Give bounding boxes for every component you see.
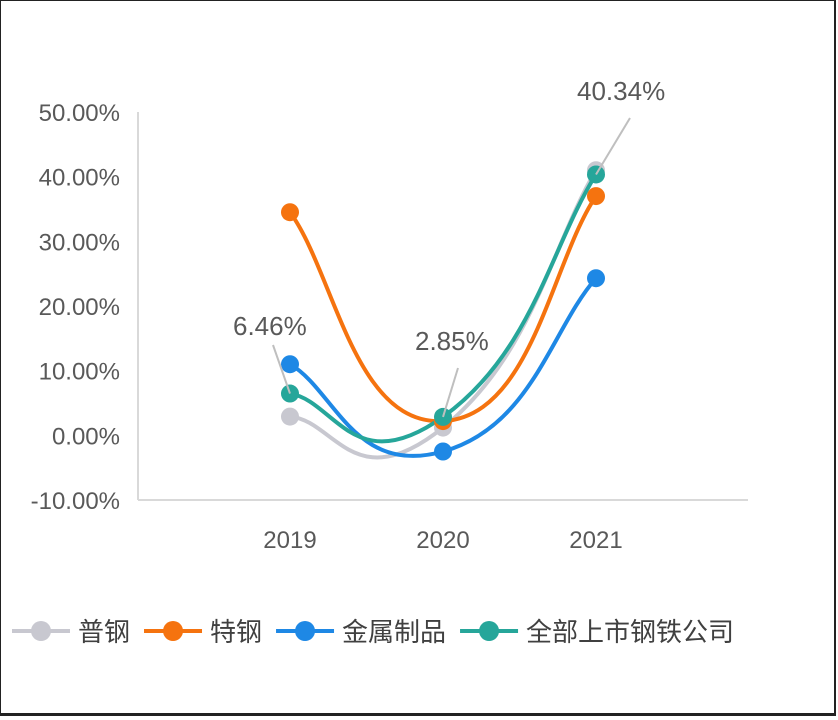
legend-label: 全部上市钢铁公司 (526, 618, 734, 648)
legend-marker-dot (479, 621, 500, 641)
x-tick-label: 2020 (416, 527, 469, 554)
series-2-point (281, 355, 299, 374)
series-1-line (288, 194, 598, 424)
data-label-leader (595, 117, 631, 175)
x-tick-label: 2019 (263, 527, 316, 554)
y-tick-label: 20.00% (39, 294, 120, 321)
legend-label: 普钢 (78, 618, 130, 648)
y-tick-label: 40.00% (39, 165, 120, 192)
data-label: 6.46% (233, 311, 307, 341)
series-2-point (587, 269, 605, 288)
y-tick-label: 50.00% (39, 100, 120, 127)
legend-label: 金属制品 (342, 618, 446, 648)
legend-marker-dot (163, 621, 184, 641)
series-2-point (434, 442, 452, 461)
data-label-leader (272, 344, 291, 394)
data-label: 2.85% (415, 326, 489, 356)
legend-marker-dot (31, 621, 51, 641)
y-tick-label: -10.00% (31, 488, 120, 515)
series-1-point (281, 203, 299, 222)
y-tick-label: 30.00% (39, 229, 120, 256)
series-1-point (587, 187, 605, 206)
data-label: 40.34% (577, 76, 665, 106)
x-tick-label: 2021 (569, 527, 622, 554)
y-tick-label: 0.00% (52, 423, 120, 450)
legend-marker-dot (295, 621, 316, 641)
legend-label: 特钢 (210, 618, 262, 648)
series-0-point (281, 407, 299, 426)
y-tick-label: 10.00% (39, 359, 120, 386)
data-label-leader (442, 367, 459, 418)
